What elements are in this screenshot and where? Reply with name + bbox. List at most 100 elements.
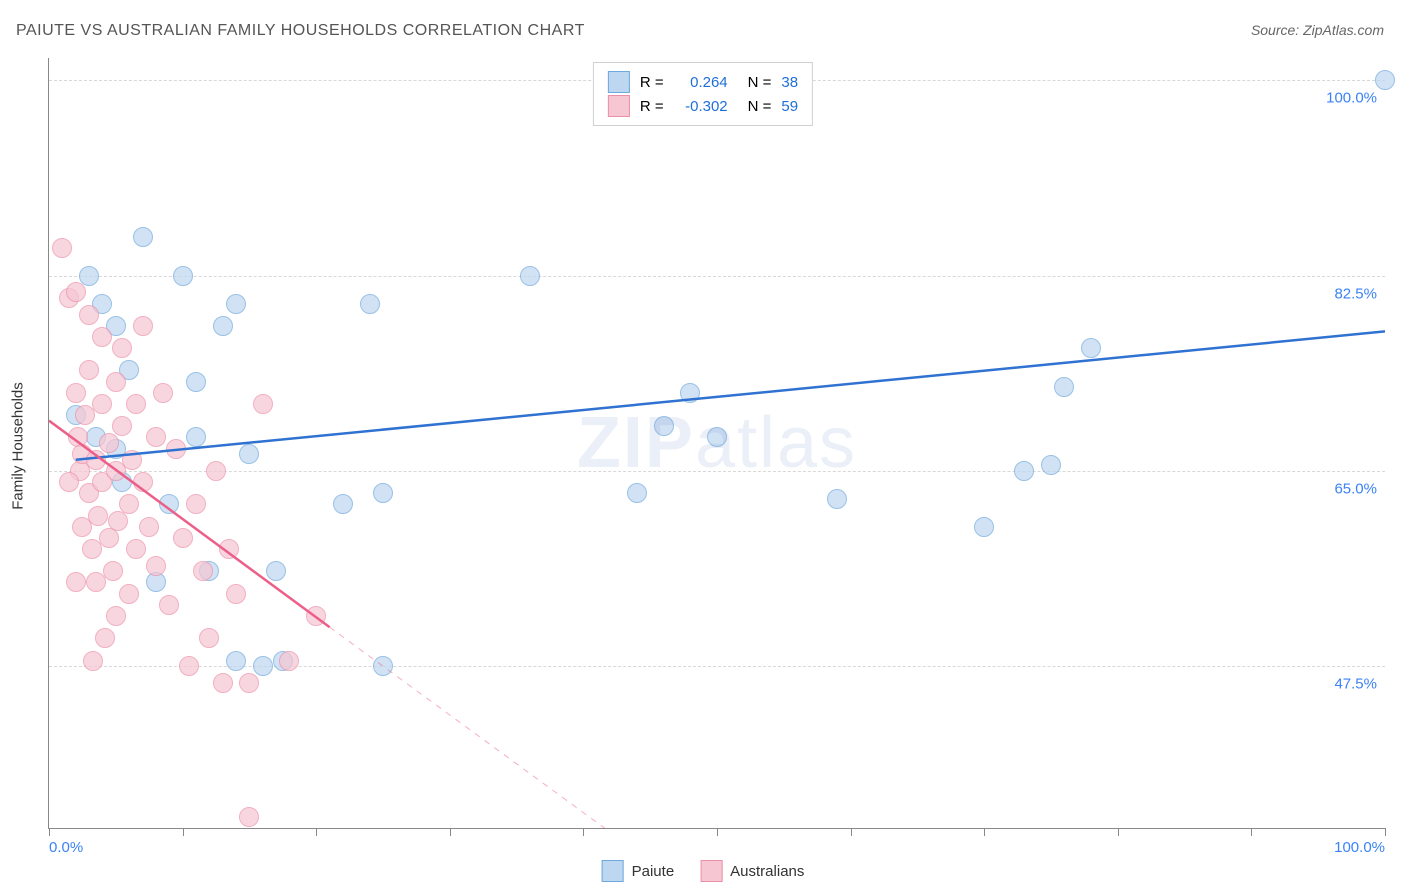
chart-plot-area: ZIPatlas 47.5%65.0%82.5%100.0%0.0%100.0% <box>48 58 1385 829</box>
australians-point <box>108 511 128 531</box>
y-tick-label: 47.5% <box>1334 676 1377 693</box>
australians-point <box>75 405 95 425</box>
paiute-point <box>373 656 393 676</box>
x-tick <box>49 828 50 836</box>
paiute-point <box>373 483 393 503</box>
x-tick-label: 100.0% <box>1334 839 1385 856</box>
x-tick <box>583 828 584 836</box>
australians-point <box>95 628 115 648</box>
source-attribution: Source: ZipAtlas.com <box>1251 22 1384 38</box>
paiute-point <box>186 427 206 447</box>
y-tick-label: 65.0% <box>1334 480 1377 497</box>
paiute-point <box>253 656 273 676</box>
australians-point <box>193 561 213 581</box>
australians-point <box>199 628 219 648</box>
australians-point <box>79 360 99 380</box>
n-label: N = <box>748 98 772 115</box>
australians-point <box>226 584 246 604</box>
australians-point <box>133 472 153 492</box>
australians-point <box>279 651 299 671</box>
paiute-point <box>173 266 193 286</box>
australians-point <box>103 561 123 581</box>
paiute-point <box>1375 70 1395 90</box>
australians-point <box>306 606 326 626</box>
australians-point <box>52 238 72 258</box>
gridline <box>49 276 1385 277</box>
australians-point <box>88 506 108 526</box>
x-tick <box>984 828 985 836</box>
paiute-point <box>1014 461 1034 481</box>
paiute-point <box>239 444 259 464</box>
paiute-point <box>266 561 286 581</box>
legend-row-australians: R = -0.302 N = 59 <box>608 95 798 117</box>
australians-point <box>239 673 259 693</box>
r-label: R = <box>640 98 664 115</box>
y-tick-label: 82.5% <box>1334 285 1377 302</box>
paiute-point <box>974 517 994 537</box>
y-axis-label: Family Households <box>10 382 27 510</box>
x-tick <box>1118 828 1119 836</box>
paiute-point <box>226 651 246 671</box>
australians-point <box>119 494 139 514</box>
australians-point <box>186 494 206 514</box>
paiute-swatch-icon <box>602 860 624 882</box>
x-tick <box>1385 828 1386 836</box>
australians-point <box>119 584 139 604</box>
australians-point <box>99 433 119 453</box>
paiute-point <box>226 294 246 314</box>
paiute-n-value: 38 <box>781 74 798 91</box>
paiute-point <box>1041 455 1061 475</box>
legend-item-australians: Australians <box>700 860 804 882</box>
australians-point <box>133 316 153 336</box>
x-tick <box>851 828 852 836</box>
paiute-point <box>213 316 233 336</box>
correlation-legend: R = 0.264 N = 38 R = -0.302 N = 59 <box>593 62 813 126</box>
y-tick-label: 100.0% <box>1326 90 1377 107</box>
australians-point <box>106 372 126 392</box>
x-tick <box>1251 828 1252 836</box>
australians-point <box>86 450 106 470</box>
australians-point <box>66 572 86 592</box>
paiute-point <box>707 427 727 447</box>
paiute-label: Paiute <box>632 863 675 880</box>
x-tick <box>316 828 317 836</box>
australians-n-value: 59 <box>781 98 798 115</box>
x-tick <box>183 828 184 836</box>
r-label: R = <box>640 74 664 91</box>
australians-point <box>179 656 199 676</box>
australians-point <box>86 572 106 592</box>
paiute-point <box>159 494 179 514</box>
chart-title: PAIUTE VS AUSTRALIAN FAMILY HOUSEHOLDS C… <box>16 22 585 40</box>
australians-point <box>166 439 186 459</box>
australians-point <box>82 539 102 559</box>
paiute-point <box>333 494 353 514</box>
paiute-point <box>1054 377 1074 397</box>
x-tick-label: 0.0% <box>49 839 83 856</box>
australians-point <box>106 606 126 626</box>
australians-label: Australians <box>730 863 804 880</box>
australians-point <box>173 528 193 548</box>
australians-point <box>153 383 173 403</box>
australians-point <box>159 595 179 615</box>
australians-point <box>219 539 239 559</box>
paiute-point <box>133 227 153 247</box>
australians-point <box>126 539 146 559</box>
australians-point <box>83 651 103 671</box>
australians-point <box>139 517 159 537</box>
australians-r-value: -0.302 <box>674 98 728 115</box>
australians-point <box>66 282 86 302</box>
paiute-point <box>360 294 380 314</box>
n-label: N = <box>748 74 772 91</box>
paiute-point <box>680 383 700 403</box>
australians-swatch-icon <box>700 860 722 882</box>
paiute-point <box>627 483 647 503</box>
australians-point <box>112 338 132 358</box>
australians-point <box>213 673 233 693</box>
australians-point <box>79 305 99 325</box>
paiute-point <box>186 372 206 392</box>
paiute-point <box>827 489 847 509</box>
paiute-point <box>654 416 674 436</box>
australians-point <box>239 807 259 827</box>
australians-point <box>146 427 166 447</box>
australians-point <box>126 394 146 414</box>
